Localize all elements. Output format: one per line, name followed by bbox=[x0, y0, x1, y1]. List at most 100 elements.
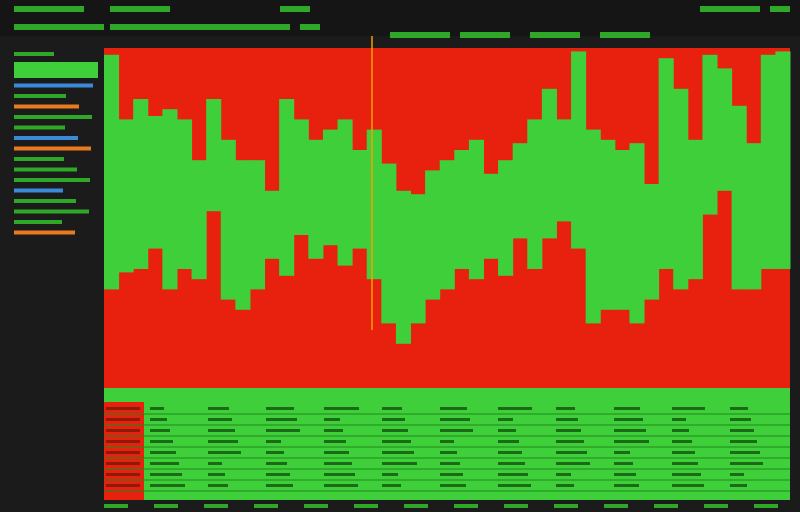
cell-glyph bbox=[730, 473, 744, 476]
cell-glyph bbox=[150, 451, 176, 454]
range-bar bbox=[293, 119, 309, 235]
footer-glyph bbox=[754, 504, 778, 508]
toolbar-item[interactable] bbox=[14, 6, 84, 12]
footer-glyph bbox=[154, 504, 178, 508]
row-header-glyph bbox=[106, 473, 140, 476]
toolbar-item[interactable] bbox=[770, 6, 790, 12]
toolbar-item[interactable] bbox=[530, 32, 580, 38]
cell-glyph bbox=[498, 440, 519, 443]
cell-glyph bbox=[672, 418, 686, 421]
row-header-glyph bbox=[106, 418, 140, 421]
cell-glyph bbox=[440, 407, 467, 410]
sidebar-item[interactable] bbox=[14, 220, 62, 224]
range-bar bbox=[176, 119, 193, 270]
range-bar bbox=[629, 143, 645, 324]
sidebar-item[interactable] bbox=[14, 94, 66, 98]
cell-glyph bbox=[266, 451, 284, 454]
range-bar bbox=[118, 119, 134, 273]
range-bar bbox=[162, 109, 178, 290]
cell-glyph bbox=[672, 451, 695, 454]
cell-glyph bbox=[730, 451, 760, 454]
cell-glyph bbox=[440, 473, 463, 476]
range-bar bbox=[760, 54, 776, 269]
toolbar-item[interactable] bbox=[280, 6, 310, 12]
sidebar-item[interactable] bbox=[14, 167, 77, 172]
cell-glyph bbox=[730, 440, 757, 443]
cell-glyph bbox=[440, 451, 457, 454]
cell-glyph bbox=[556, 418, 578, 421]
cell-glyph bbox=[672, 462, 698, 465]
cell-glyph bbox=[150, 473, 182, 476]
cell-glyph bbox=[324, 440, 346, 443]
cell-glyph bbox=[614, 462, 633, 465]
range-bar bbox=[249, 160, 266, 290]
range-bar bbox=[717, 68, 733, 191]
range-bar bbox=[468, 139, 484, 280]
cell-glyph bbox=[382, 407, 402, 410]
cell-glyph bbox=[730, 418, 751, 421]
range-bar bbox=[191, 160, 207, 280]
sidebar-item[interactable] bbox=[14, 199, 76, 203]
range-bar bbox=[541, 88, 557, 239]
range-bar bbox=[673, 88, 689, 290]
cell-glyph bbox=[440, 418, 470, 421]
footer-glyph bbox=[354, 504, 378, 508]
row-header-glyph bbox=[106, 451, 140, 454]
range-bar bbox=[133, 99, 149, 269]
footer-glyph bbox=[504, 504, 528, 508]
sidebar-item[interactable] bbox=[14, 157, 64, 161]
sidebar-item[interactable] bbox=[14, 115, 92, 119]
cell-glyph bbox=[498, 451, 522, 454]
cell-glyph bbox=[150, 440, 173, 443]
cell-glyph bbox=[672, 440, 692, 443]
range-bar bbox=[322, 129, 339, 246]
cell-glyph bbox=[324, 484, 358, 487]
cell-glyph bbox=[208, 418, 232, 421]
footer-glyph bbox=[304, 504, 328, 508]
sidebar-item[interactable] bbox=[14, 230, 75, 235]
range-bar bbox=[527, 119, 543, 270]
cell-glyph bbox=[208, 462, 222, 465]
cell-glyph bbox=[614, 473, 636, 476]
cell-glyph bbox=[208, 440, 238, 443]
sidebar-item[interactable] bbox=[14, 104, 79, 109]
cell-glyph bbox=[614, 451, 630, 454]
row-header-glyph bbox=[106, 407, 140, 410]
toolbar-item[interactable] bbox=[460, 32, 510, 38]
sidebar-item[interactable] bbox=[14, 209, 89, 214]
sidebar-item[interactable] bbox=[14, 188, 63, 193]
range-bar bbox=[264, 190, 280, 259]
sidebar-item[interactable] bbox=[14, 125, 65, 130]
range-bar bbox=[381, 163, 397, 324]
cell-glyph bbox=[614, 418, 643, 421]
toolbar-item[interactable] bbox=[110, 24, 290, 30]
toolbar-item[interactable] bbox=[110, 6, 170, 12]
sidebar-item[interactable] bbox=[14, 52, 54, 56]
cell-glyph bbox=[382, 484, 401, 487]
cell-glyph bbox=[440, 462, 460, 465]
cell-glyph bbox=[324, 418, 340, 421]
cell-glyph bbox=[324, 462, 352, 465]
toolbar-item[interactable] bbox=[700, 6, 760, 12]
range-bar bbox=[658, 58, 674, 270]
toolbar-item[interactable] bbox=[14, 24, 104, 30]
cell-glyph bbox=[556, 451, 587, 454]
sidebar-item[interactable] bbox=[14, 83, 93, 88]
cell-glyph bbox=[324, 407, 359, 410]
sidebar-item[interactable] bbox=[14, 146, 91, 151]
toolbar-item[interactable] bbox=[600, 32, 650, 38]
sidebar-selected[interactable] bbox=[14, 62, 98, 78]
toolbar-item[interactable] bbox=[390, 32, 450, 38]
toolbar-item[interactable] bbox=[300, 24, 320, 30]
cell-glyph bbox=[150, 462, 179, 465]
sidebar-item[interactable] bbox=[14, 178, 90, 182]
sidebar-item[interactable] bbox=[14, 136, 78, 140]
footer-glyph bbox=[454, 504, 478, 508]
range-bar bbox=[585, 129, 601, 324]
range-bar bbox=[425, 170, 441, 300]
footer-glyph bbox=[404, 504, 428, 508]
range-bar bbox=[220, 139, 236, 300]
range-bar bbox=[702, 54, 718, 215]
cell-glyph bbox=[614, 407, 640, 410]
cell-glyph bbox=[150, 418, 167, 421]
